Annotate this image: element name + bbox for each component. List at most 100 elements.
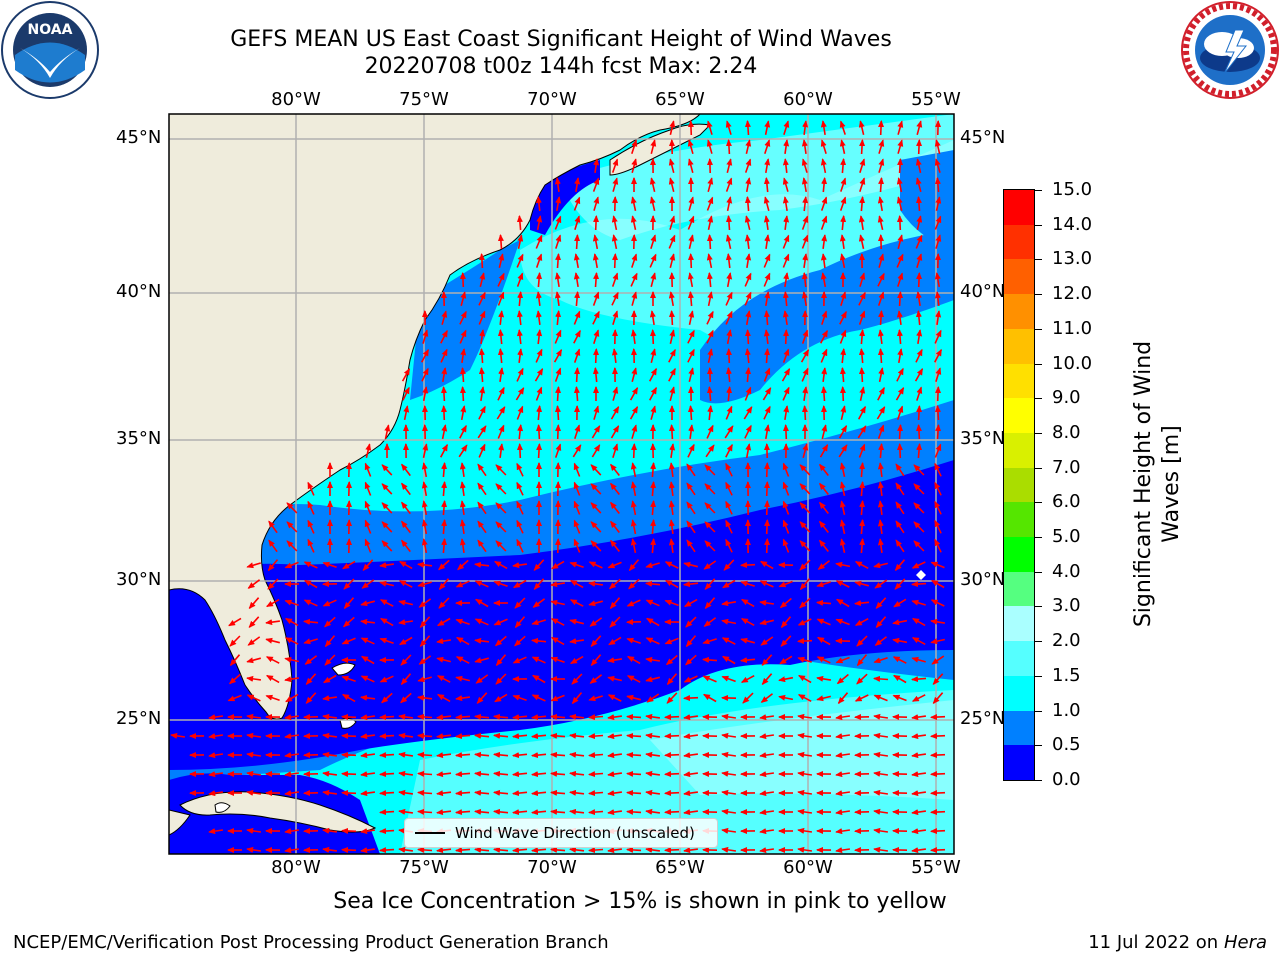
wave-direction-arrow bbox=[878, 139, 885, 154]
wave-direction-arrow bbox=[666, 673, 678, 686]
wave-direction-arrow bbox=[648, 367, 658, 382]
wave-direction-arrow bbox=[821, 177, 828, 193]
wave-direction-arrow bbox=[744, 120, 751, 136]
wave-direction-arrow bbox=[911, 771, 927, 778]
wave-direction-arrow bbox=[706, 424, 714, 439]
wave-direction-arrow bbox=[760, 636, 774, 646]
wave-direction-arrow bbox=[573, 310, 581, 325]
wave-direction-arrow bbox=[438, 578, 450, 591]
wave-direction-arrow bbox=[668, 158, 675, 173]
wave-direction-arrow bbox=[878, 158, 885, 173]
colorbar-segment bbox=[1004, 398, 1034, 433]
wave-direction-arrow bbox=[342, 616, 355, 628]
wave-direction-arrow bbox=[897, 120, 904, 135]
wave-direction-arrow bbox=[744, 234, 751, 250]
wave-direction-arrow bbox=[706, 234, 713, 250]
wave-direction-arrow bbox=[702, 656, 718, 663]
wave-direction-arrow bbox=[840, 177, 847, 192]
wave-direction-arrow bbox=[894, 578, 906, 590]
wave-direction-arrow bbox=[246, 657, 262, 664]
wave-direction-arrow bbox=[782, 158, 789, 173]
wave-direction-arrow bbox=[935, 424, 942, 440]
wave-direction-arrow bbox=[706, 139, 713, 154]
wave-direction-arrow bbox=[512, 656, 527, 664]
wave-direction-arrow bbox=[592, 291, 600, 306]
wave-direction-arrow bbox=[401, 501, 411, 515]
wave-direction-arrow bbox=[626, 808, 642, 815]
wave-direction-arrow bbox=[839, 196, 847, 211]
wave-direction-arrow bbox=[516, 519, 524, 534]
wave-direction-arrow bbox=[683, 695, 699, 702]
wave-direction-arrow bbox=[626, 694, 641, 701]
wave-direction-arrow bbox=[516, 253, 524, 268]
wave-direction-arrow bbox=[361, 579, 375, 589]
wave-direction-arrow bbox=[873, 808, 889, 815]
wave-direction-arrow bbox=[916, 253, 923, 268]
wave-direction-arrow bbox=[381, 483, 393, 495]
wave-direction-arrow bbox=[284, 714, 300, 721]
wave-direction-arrow bbox=[706, 329, 714, 344]
lat-right-label: 35°N bbox=[960, 428, 1006, 449]
wave-direction-arrow bbox=[669, 443, 676, 459]
wave-direction-arrow bbox=[607, 675, 622, 682]
wave-direction-arrow bbox=[878, 120, 885, 136]
wave-direction-arrow bbox=[820, 139, 827, 154]
wave-direction-arrow bbox=[782, 481, 790, 496]
wave-direction-arrow bbox=[721, 827, 737, 834]
wave-direction-arrow bbox=[721, 789, 737, 796]
wave-direction-arrow bbox=[208, 714, 224, 721]
wave-direction-arrow bbox=[764, 424, 771, 440]
wave-direction-arrow bbox=[364, 500, 372, 515]
wave-direction-arrow bbox=[685, 654, 697, 666]
wave-direction-arrow bbox=[877, 500, 884, 516]
wave-direction-arrow bbox=[896, 253, 904, 268]
wave-direction-arrow bbox=[686, 482, 696, 496]
wave-direction-arrow bbox=[763, 215, 770, 231]
wave-direction-arrow bbox=[421, 481, 428, 497]
wave-direction-arrow bbox=[420, 348, 430, 363]
wave-direction-arrow bbox=[704, 521, 716, 533]
wave-direction-arrow bbox=[592, 234, 599, 250]
wave-direction-arrow bbox=[436, 733, 452, 740]
wave-direction-arrow bbox=[550, 770, 566, 777]
wave-direction-arrow bbox=[607, 790, 623, 797]
wave-direction-arrow bbox=[704, 597, 716, 610]
wave-direction-arrow bbox=[459, 538, 466, 554]
wave-direction-arrow bbox=[494, 693, 508, 703]
wave-direction-arrow bbox=[858, 291, 866, 306]
colorbar-segment bbox=[1004, 606, 1034, 642]
wave-direction-arrow bbox=[497, 348, 504, 364]
wave-direction-arrow bbox=[725, 519, 733, 534]
wave-direction-arrow bbox=[459, 481, 466, 497]
wave-direction-arrow bbox=[897, 158, 904, 174]
wave-direction-arrow bbox=[324, 635, 336, 648]
wave-direction-arrow bbox=[573, 253, 580, 269]
chart-title: GEFS MEAN US East Coast Significant Heig… bbox=[230, 27, 892, 52]
wave-direction-arrow bbox=[683, 675, 698, 683]
wave-direction-arrow bbox=[915, 424, 922, 440]
wave-direction-arrow bbox=[626, 599, 641, 607]
wave-direction-arrow bbox=[763, 310, 770, 326]
wave-direction-arrow bbox=[668, 367, 676, 382]
wave-direction-arrow bbox=[494, 635, 507, 647]
wave-direction-arrow bbox=[706, 196, 714, 211]
wave-direction-arrow bbox=[915, 196, 922, 212]
wave-direction-arrow bbox=[246, 751, 262, 758]
wave-direction-arrow bbox=[668, 291, 675, 307]
wave-direction-arrow bbox=[550, 713, 566, 720]
wave-direction-arrow bbox=[759, 599, 775, 606]
footer-credit: NCEP/EMC/Verification Post Processing Pr… bbox=[13, 932, 609, 953]
wave-direction-arrow bbox=[911, 828, 927, 835]
wave-direction-arrow bbox=[916, 386, 923, 401]
wave-direction-arrow bbox=[360, 618, 375, 625]
lon-top-label: 55°W bbox=[911, 89, 961, 110]
wave-direction-arrow bbox=[208, 790, 224, 797]
wave-direction-arrow bbox=[645, 713, 661, 720]
wave-direction-arrow bbox=[835, 771, 851, 778]
wave-direction-arrow bbox=[916, 139, 923, 155]
wave-direction-arrow bbox=[799, 578, 811, 591]
wave-direction-arrow bbox=[459, 272, 466, 288]
wave-direction-arrow bbox=[783, 272, 790, 288]
wave-direction-arrow bbox=[455, 656, 470, 664]
